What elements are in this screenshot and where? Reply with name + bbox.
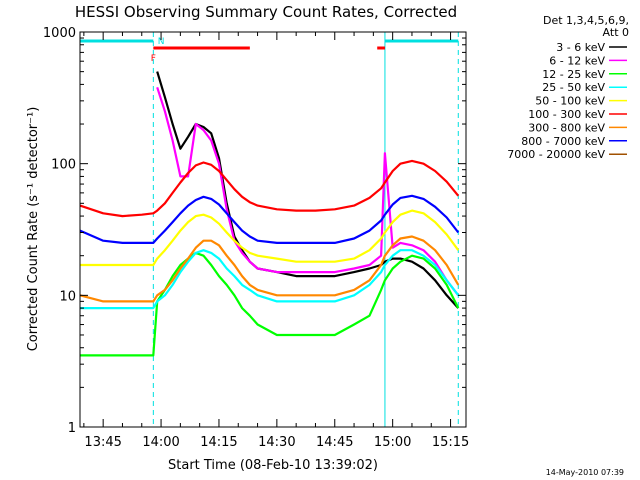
chart-title: HESSI Observing Summary Count Rates, Cor… <box>75 3 457 21</box>
x-tick-label: 14:00 <box>142 435 179 450</box>
x-tick-label: 14:45 <box>316 435 353 450</box>
y-tick-label: 10 <box>59 289 76 304</box>
plot-area: FN <box>79 32 460 427</box>
legend-label: 6 - 12 keV <box>549 54 605 67</box>
y-tick-label: 100 <box>51 158 76 173</box>
legend-label: 50 - 100 keV <box>535 95 605 108</box>
x-tick-label: 15:00 <box>374 435 411 450</box>
plot-frame <box>79 31 467 428</box>
flag-annotation: F <box>151 54 156 64</box>
series-line <box>80 209 460 267</box>
legend-label: 12 - 25 keV <box>542 68 605 81</box>
legend-label: 25 - 50 keV <box>542 81 605 94</box>
series-line <box>80 249 460 310</box>
series-line <box>80 251 460 357</box>
series-line <box>156 86 460 296</box>
flag-annotation: N <box>158 37 165 47</box>
legend-label: 100 - 300 keV <box>528 108 605 121</box>
series-line <box>79 194 460 244</box>
x-tick-label: 14:15 <box>200 435 237 450</box>
y-tick-label: 1 <box>68 421 76 436</box>
series-line <box>79 235 460 303</box>
x-axis-label: Start Time (08-Feb-10 13:39:02) <box>168 458 378 473</box>
legend-label: 7000 - 20000 keV <box>507 148 605 161</box>
x-tick-label: 15:15 <box>432 435 469 450</box>
y-axis-label: Corrected Count Rate (s⁻¹ detector⁻¹) <box>26 107 41 352</box>
x-tick-label: 13:45 <box>84 435 121 450</box>
x-tick-label: 14:30 <box>258 435 295 450</box>
legend-header: Det 1,3,4,5,6,9, <box>543 14 629 27</box>
legend-label: 800 - 7000 keV <box>521 135 605 148</box>
legend-label: 300 - 800 keV <box>528 121 605 134</box>
axes: 1 10 100 1000 13:45 14:00 14:15 14:30 14:45 15:00… <box>43 26 469 450</box>
legend-label: 3 - 6 keV <box>556 41 605 54</box>
legend-header: Att 0 <box>603 26 629 39</box>
y-tick-label: 1000 <box>43 26 76 41</box>
footer-date: 14-May-2010 07:39 <box>546 468 624 477</box>
series-line <box>79 159 460 218</box>
